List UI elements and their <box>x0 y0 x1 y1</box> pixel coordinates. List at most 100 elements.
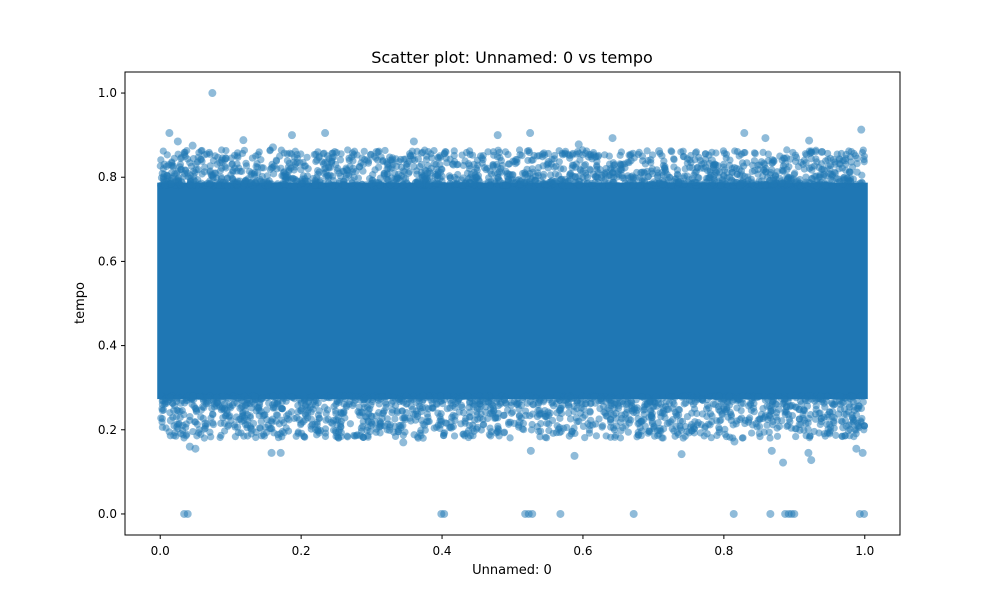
scatter-point <box>566 151 574 160</box>
scatter-point <box>281 180 289 189</box>
scatter-point <box>258 395 266 403</box>
scatter-point <box>267 448 276 457</box>
scatter-point <box>624 415 633 424</box>
scatter-point <box>860 155 868 164</box>
scatter-point <box>860 422 869 430</box>
scatter-point <box>534 179 542 188</box>
scatter-point <box>269 392 277 400</box>
scatter-point <box>304 398 312 406</box>
scatter-point <box>799 160 807 169</box>
scatter-point <box>527 426 536 434</box>
scatter-point <box>207 171 215 179</box>
scatter-point <box>158 405 166 413</box>
scatter-point <box>629 509 638 518</box>
scatter-point <box>773 168 781 176</box>
scatter-point <box>668 425 676 433</box>
scatter-point <box>769 177 777 185</box>
scatter-point <box>493 131 502 140</box>
scatter-point <box>566 415 575 423</box>
scatter-point <box>290 153 299 161</box>
scatter-point <box>605 152 613 160</box>
scatter-point <box>492 413 500 422</box>
scatter-point <box>585 426 594 434</box>
scatter-point <box>733 404 741 412</box>
y-tick-label: 0.0 <box>98 507 117 521</box>
scatter-point <box>858 178 866 186</box>
scatter-point <box>186 413 194 421</box>
scatter-point <box>258 164 266 172</box>
scatter-point <box>721 177 729 185</box>
scatter-point <box>214 181 222 189</box>
scatter-point <box>591 179 599 187</box>
scatter-point <box>359 433 367 442</box>
scatter-point <box>257 417 265 426</box>
scatter-point <box>253 177 261 185</box>
scatter-point <box>345 392 353 400</box>
scatter-point <box>721 430 729 438</box>
scatter-point <box>166 432 174 440</box>
scatter-point <box>300 392 308 400</box>
scatter-point <box>391 415 399 423</box>
scatter-point <box>807 411 815 419</box>
scatter-point <box>736 181 744 190</box>
scatter-point <box>792 394 800 402</box>
scatter-point <box>700 164 708 173</box>
scatter-point <box>466 408 474 416</box>
scatter-point <box>855 402 863 410</box>
scatter-point <box>842 410 850 418</box>
scatter-point <box>779 458 788 467</box>
scatter-point <box>819 173 828 181</box>
scatter-point <box>733 417 741 425</box>
scatter-point <box>661 168 669 176</box>
scatter-point <box>635 174 643 182</box>
scatter-point <box>173 137 182 146</box>
scatter-point <box>358 154 366 162</box>
scatter-point <box>557 165 565 173</box>
scatter-point <box>772 400 780 408</box>
scatter-point <box>388 156 396 164</box>
scatter-point <box>754 393 762 401</box>
scatter-point <box>509 157 517 165</box>
scatter-point <box>564 409 573 417</box>
scatter-point <box>638 152 647 160</box>
scatter-point <box>537 419 545 428</box>
scatter-point <box>685 396 694 404</box>
scatter-point <box>364 395 372 403</box>
scatter-point <box>658 409 666 417</box>
scatter-point <box>315 168 323 176</box>
scatter-point <box>443 405 451 413</box>
scatter-point <box>323 152 332 160</box>
scatter-point <box>195 426 203 434</box>
scatter-point <box>846 168 855 176</box>
scatter-point <box>671 432 679 440</box>
scatter-point <box>173 169 181 177</box>
y-tick-label: 0.6 <box>98 254 117 268</box>
scatter-point <box>198 170 206 178</box>
scatter-point <box>436 160 444 169</box>
scatter-point <box>683 412 692 421</box>
scatter-point <box>817 160 826 168</box>
scatter-point <box>239 136 248 145</box>
scatter-point <box>807 174 816 183</box>
scatter-point <box>588 155 596 163</box>
scatter-point <box>836 392 844 400</box>
scatter-point <box>443 159 451 167</box>
scatter-point <box>586 166 594 174</box>
scatter-point <box>461 419 469 427</box>
scatter-point <box>318 181 326 190</box>
scatter-point <box>604 404 612 413</box>
scatter-point <box>217 173 225 181</box>
scatter-point <box>566 171 574 180</box>
scatter-point <box>333 397 341 405</box>
scatter-point <box>557 427 565 436</box>
scatter-point <box>848 411 856 419</box>
scatter-point <box>409 137 418 146</box>
chart-title: Scatter plot: Unnamed: 0 vs tempo <box>371 48 653 67</box>
scatter-point <box>730 164 739 172</box>
scatter-point <box>418 148 427 157</box>
scatter-point <box>807 155 815 163</box>
scatter-point <box>381 398 389 406</box>
scatter-point <box>301 416 309 424</box>
scatter-point <box>243 395 252 403</box>
scatter-point <box>349 157 357 165</box>
